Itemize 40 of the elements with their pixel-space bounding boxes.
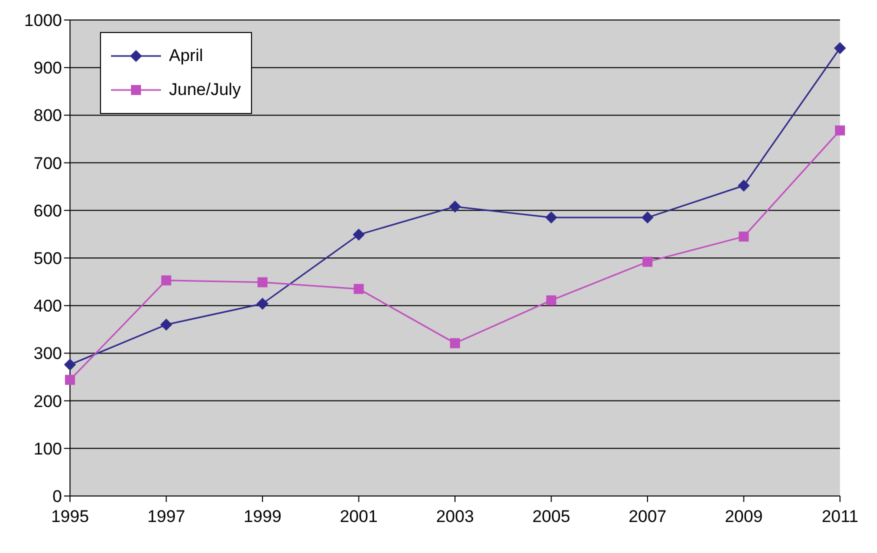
- legend-label: April: [169, 46, 204, 66]
- x-tick-label: 2005: [532, 507, 570, 526]
- y-tick-label: 200: [34, 392, 62, 411]
- point: [835, 125, 845, 136]
- y-tick-label: 100: [34, 439, 62, 458]
- x-tick-label: 2003: [436, 507, 474, 526]
- point: [449, 200, 461, 213]
- y-tick-label: 600: [34, 201, 62, 220]
- x-tick-label: 1999: [244, 507, 282, 526]
- legend-label: June/July: [169, 80, 241, 100]
- point: [450, 338, 460, 348]
- y-tick-label: 500: [34, 249, 62, 268]
- point: [738, 180, 750, 192]
- point: [642, 212, 654, 224]
- y-tick-label: 400: [34, 296, 62, 316]
- point: [352, 228, 365, 241]
- x-tick-label: 1997: [147, 507, 186, 526]
- point: [546, 295, 556, 306]
- y-tick-label: 0: [52, 487, 62, 506]
- y-tick-label: 800: [34, 106, 62, 126]
- point: [354, 284, 364, 294]
- point: [160, 318, 172, 331]
- y-tick-label: 700: [34, 154, 62, 173]
- point: [256, 298, 268, 310]
- point: [161, 275, 172, 286]
- point: [64, 358, 76, 371]
- y-tick-label: 1000: [24, 11, 62, 30]
- point: [642, 256, 652, 267]
- x-tick-label: 2009: [724, 507, 763, 526]
- point: [738, 232, 749, 242]
- x-tick-label: 2011: [822, 507, 858, 526]
- x-tick-label: 2001: [340, 507, 378, 526]
- x-tick-label: 1995: [51, 507, 89, 526]
- x-tick-label: 2007: [628, 507, 666, 526]
- point: [834, 42, 846, 54]
- y-tick-label: 900: [34, 58, 62, 78]
- point: [65, 374, 75, 385]
- point: [258, 277, 268, 288]
- y-tick-label: 300: [34, 344, 62, 364]
- point: [545, 212, 558, 224]
